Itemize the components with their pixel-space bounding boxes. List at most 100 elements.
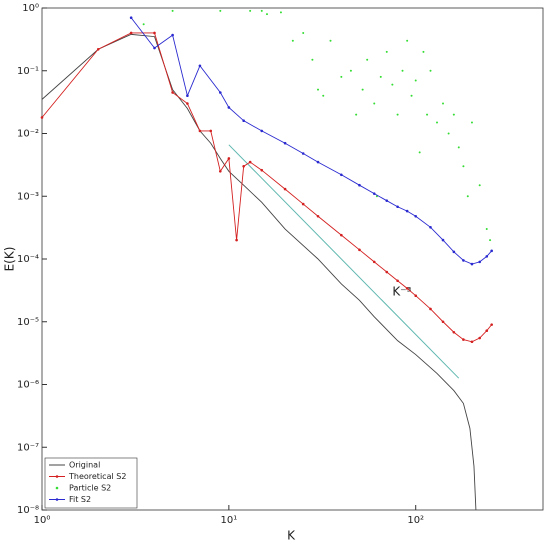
data-point (426, 113, 429, 116)
plot-frame (41, 7, 544, 511)
data-point (171, 9, 174, 12)
data-point (462, 165, 465, 168)
data-point (242, 165, 245, 168)
y-tick-label: 10⁰ (22, 3, 39, 14)
legend-label: Original (69, 461, 100, 470)
data-point (358, 183, 361, 187)
data-point (302, 31, 305, 34)
data-point (186, 102, 189, 105)
data-point (470, 121, 473, 124)
data-point (485, 255, 489, 258)
data-point (442, 102, 445, 105)
data-point (466, 195, 469, 198)
y-tick-label: 10⁻² (17, 129, 39, 140)
data-point (418, 151, 421, 154)
data-point (405, 209, 409, 213)
data-point (366, 58, 369, 61)
data-point (478, 260, 481, 264)
legend-box (44, 457, 138, 509)
y-tick-label: 10⁻⁷ (17, 442, 39, 453)
data-point (385, 199, 389, 202)
data-point (186, 94, 189, 98)
y-tick-label: 10⁻⁴ (17, 254, 39, 265)
data-point (396, 279, 399, 283)
data-point (373, 102, 376, 105)
data-point (470, 340, 474, 344)
x-tick-label: 10⁰ (34, 515, 51, 526)
data-point (401, 69, 404, 72)
data-point (447, 132, 450, 135)
data-point (248, 160, 252, 164)
y-tick-label: 10⁻⁸ (17, 505, 39, 516)
reference-line (228, 144, 460, 379)
data-point (219, 169, 222, 173)
series-line (41, 32, 493, 343)
data-point (485, 329, 489, 333)
data-point (361, 88, 364, 91)
data-point (301, 202, 305, 206)
data-point (435, 121, 438, 124)
data-point (372, 260, 376, 264)
data-point (406, 39, 409, 42)
data-point (414, 79, 417, 82)
data-point (322, 94, 325, 97)
data-point (462, 259, 465, 262)
data-point (317, 88, 320, 91)
data-point (301, 152, 305, 155)
data-point (283, 141, 287, 145)
data-point (142, 23, 145, 26)
data-point (129, 31, 133, 35)
data-point (414, 214, 418, 218)
legend-marker (55, 475, 59, 478)
data-point (340, 75, 343, 78)
data-point (452, 250, 456, 254)
data-point (235, 238, 238, 242)
data-point (227, 106, 231, 109)
series-line (41, 33, 477, 511)
data-point (316, 214, 320, 218)
data-point (96, 47, 100, 51)
data-point (316, 160, 320, 164)
data-point (311, 58, 314, 61)
data-point (260, 168, 264, 172)
data-point (265, 13, 268, 16)
x-tick-label: 10¹ (220, 515, 237, 526)
data-point (260, 9, 263, 12)
data-point (462, 338, 465, 341)
legend-marker (55, 486, 59, 490)
data-point (452, 330, 456, 334)
data-point (349, 69, 352, 72)
data-point (396, 205, 399, 209)
legend-label: Theoretical S2 (68, 472, 126, 481)
data-point (396, 113, 399, 116)
data-point (372, 192, 376, 195)
data-point (385, 270, 389, 274)
data-point (40, 116, 44, 119)
data-point (478, 184, 481, 187)
data-point (219, 9, 222, 12)
data-point (410, 94, 413, 97)
data-point (355, 113, 358, 116)
x-axis-label: K (287, 529, 296, 543)
data-point (198, 129, 202, 133)
legend-label: Fit S2 (69, 495, 91, 504)
legend-marker (55, 498, 59, 501)
data-point (414, 294, 418, 298)
x-tick-label: 10² (407, 515, 424, 526)
data-point (478, 336, 481, 340)
data-point (171, 91, 174, 94)
data-point (422, 50, 425, 53)
data-point (129, 16, 133, 20)
y-tick-label: 10⁻⁶ (17, 380, 39, 391)
data-point (391, 83, 394, 86)
data-point (429, 69, 432, 72)
data-point (457, 146, 460, 149)
data-point (242, 119, 245, 122)
data-point (441, 238, 445, 242)
data-point (379, 75, 382, 78)
y-tick-label: 10⁻⁵ (17, 317, 39, 328)
data-point (429, 226, 432, 229)
data-point (279, 11, 282, 14)
data-point (219, 91, 222, 94)
